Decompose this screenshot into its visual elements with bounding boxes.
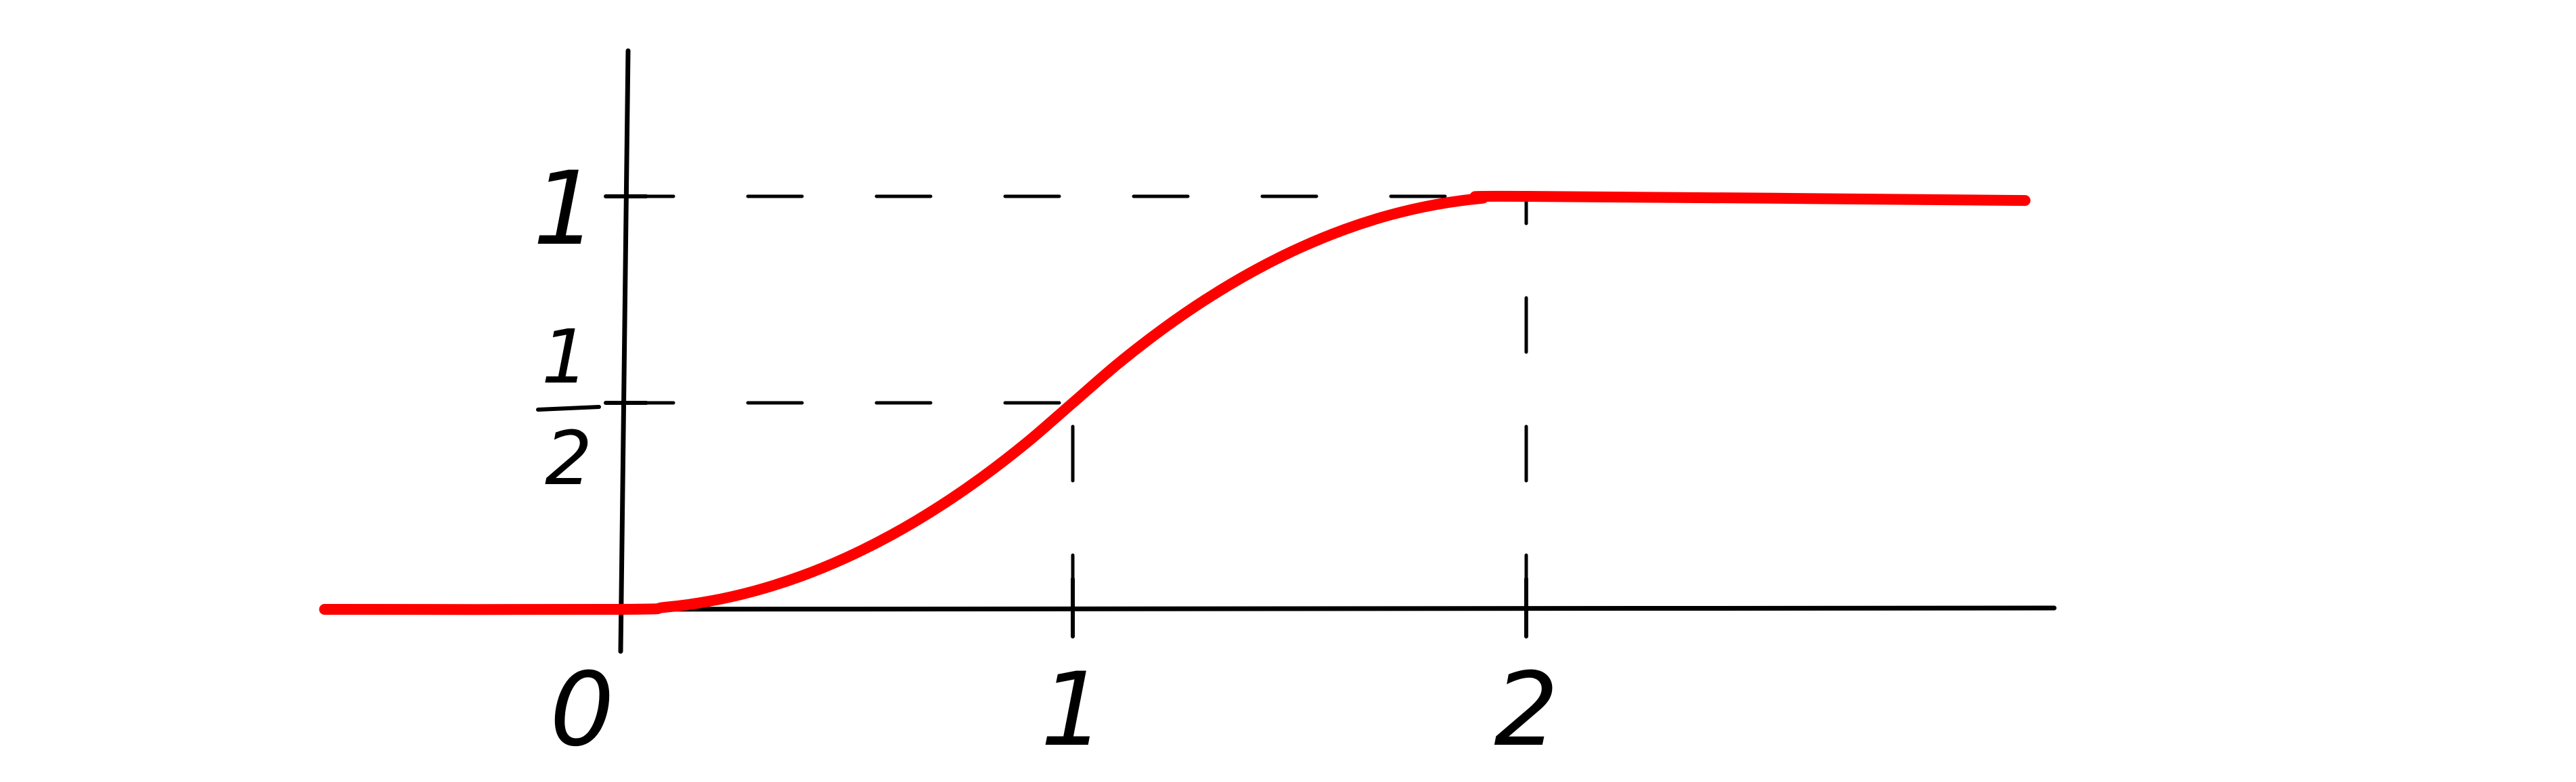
fraction-bar — [538, 407, 599, 410]
y-tick-label-numerator: 1 — [541, 313, 589, 400]
x-tick-label: 0 — [550, 651, 614, 769]
x-axis-line — [531, 608, 2054, 609]
axes — [531, 51, 2054, 651]
y-tick-label-denominator: 2 — [545, 415, 592, 502]
tick-labels: 0 1 2 1 2 1 — [533, 150, 1558, 769]
x-tick-label: 1 — [1040, 651, 1105, 769]
y-axis-line — [621, 51, 628, 651]
tick-marks — [606, 196, 1526, 636]
y-tick-label: 1 — [533, 150, 597, 268]
x-tick-label: 2 — [1494, 651, 1558, 769]
